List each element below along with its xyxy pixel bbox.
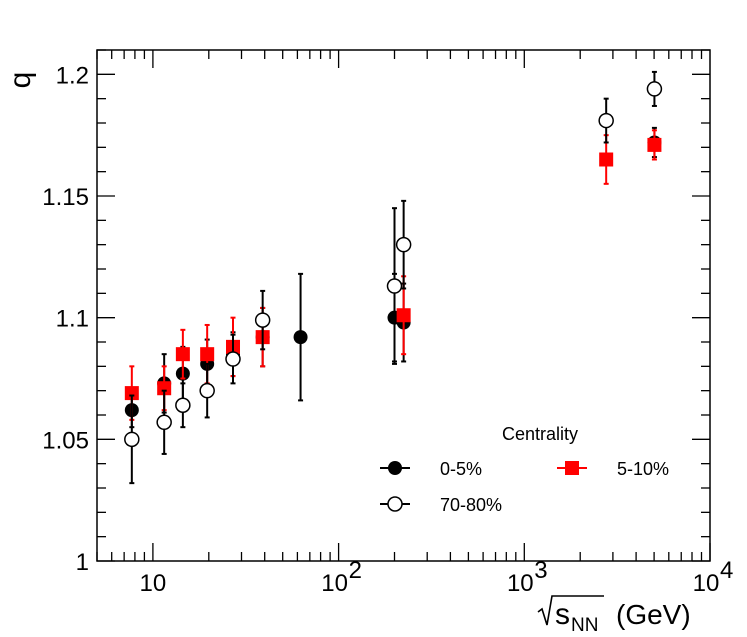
y-tick-label: 1.1 [56, 306, 89, 333]
data-point [254, 312, 271, 328]
data-point [386, 278, 403, 294]
x-tick-label: 10 [693, 570, 720, 597]
tick-labels: 11.051.11.151.210 10 2 10 3 10 4 [42, 62, 733, 597]
legend-entry: 70-80% [380, 495, 502, 515]
legend: Centrality 0-5% 5-10% 70-80% [380, 424, 669, 515]
legend-label: 0-5% [440, 459, 482, 479]
x-tick-label-exponent: 4 [720, 557, 733, 584]
data-point [157, 381, 172, 396]
axis-ticks [96, 49, 711, 562]
series-5-10% [124, 129, 662, 421]
series-70-80% [124, 70, 663, 485]
data-point [293, 330, 308, 345]
y-tick-label: 1.2 [56, 62, 89, 89]
x-tick-label-exponent: 2 [349, 557, 362, 584]
series-0-5% [124, 126, 662, 429]
sqrt-sign-icon [537, 595, 604, 626]
data-point [200, 347, 215, 362]
y-axis-title: q [4, 72, 37, 89]
data-point [124, 386, 139, 401]
x-tick-label: 10 [140, 570, 167, 597]
legend-entry: 0-5% [380, 459, 482, 479]
y-tick-label: 1 [76, 549, 89, 576]
data-point [647, 137, 662, 152]
y-tick-label: 1.05 [42, 427, 89, 454]
data-point [175, 397, 191, 414]
legend-entry: 5-10% [557, 459, 669, 479]
x-axis-title-subscript: NN [571, 615, 598, 636]
data-point [199, 382, 215, 399]
legend-label: 70-80% [440, 495, 502, 515]
x-tick-label: 10 [507, 570, 534, 597]
plot-frame [96, 49, 711, 562]
y-tick-label: 1.15 [42, 184, 89, 211]
data-point [598, 112, 614, 129]
x-tick-label: 10 [321, 570, 348, 597]
data-point [396, 308, 411, 323]
data-point [124, 431, 140, 448]
x-tick-label-exponent: 3 [534, 557, 547, 584]
x-axis-title-unit: (GeV) [616, 599, 691, 630]
data-point [156, 414, 172, 431]
legend-label: 5-10% [617, 459, 669, 479]
data-point [599, 152, 614, 167]
legend-title: Centrality [502, 424, 578, 444]
legend-marker [387, 496, 403, 512]
legend-marker [388, 461, 402, 475]
legend-marker [565, 461, 579, 475]
data-point [646, 81, 663, 97]
x-axis-title-base: s [555, 598, 570, 631]
data-layer [124, 70, 663, 485]
data-point [225, 351, 241, 367]
x-axis-title: s NN (GeV) [537, 595, 691, 636]
data-point [175, 347, 190, 362]
data-point [395, 236, 412, 253]
